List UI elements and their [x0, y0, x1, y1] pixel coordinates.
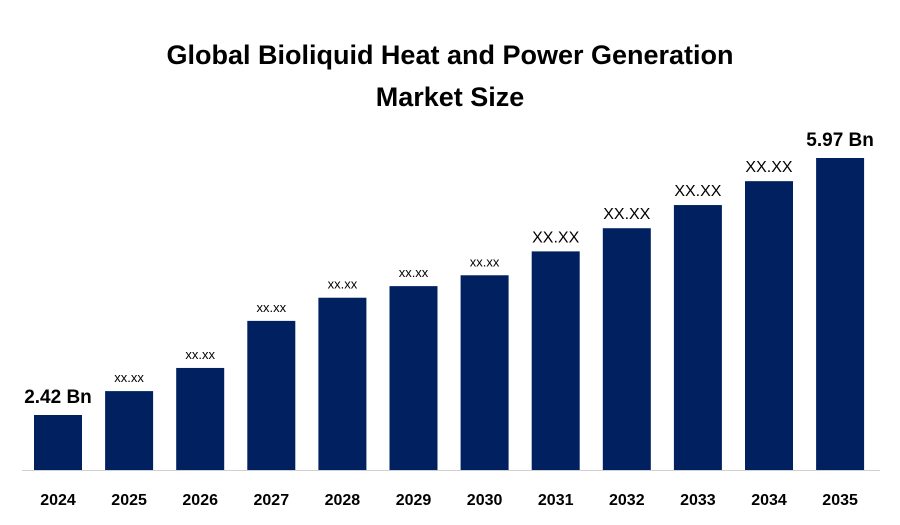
data-label-2031: XX.XX	[532, 229, 579, 246]
chart-title-line-2: Market Size	[375, 82, 525, 112]
bar-2027	[247, 320, 296, 470]
data-label-2028: xx.xx	[328, 277, 358, 292]
bar-2028	[318, 297, 367, 470]
data-label-2026: xx.xx	[185, 347, 215, 362]
data-label-2034: XX.XX	[745, 159, 792, 176]
data-label-2024: 2.42 Bn	[24, 387, 92, 408]
x-tick-label-2024: 2024	[40, 492, 76, 509]
chart-title: Global Bioliquid Heat and Power Generati…	[0, 34, 900, 118]
x-tick-label-2032: 2032	[609, 492, 645, 509]
x-tick-label-2025: 2025	[111, 492, 147, 509]
x-tick-label-2035: 2035	[822, 492, 858, 509]
bar-2029	[389, 286, 438, 470]
bar-2033	[673, 205, 722, 470]
data-label-2035: 5.97 Bn	[806, 130, 874, 151]
x-tick-label-2033: 2033	[680, 492, 716, 509]
x-tick-label-2034: 2034	[751, 492, 787, 509]
bar-2035	[816, 158, 865, 470]
data-label-2033: XX.XX	[674, 183, 721, 200]
x-tick-label-2027: 2027	[254, 492, 290, 509]
data-label-2032: XX.XX	[603, 206, 650, 223]
bar-2031	[531, 251, 580, 470]
bar-2025	[105, 391, 154, 470]
x-tick-label-2029: 2029	[396, 492, 432, 509]
bar-2024	[34, 415, 82, 470]
bar-2026	[176, 367, 225, 470]
chart-title-line-1: Global Bioliquid Heat and Power Generati…	[166, 40, 734, 70]
bar-2032	[602, 228, 651, 470]
x-tick-label-2031: 2031	[538, 492, 574, 509]
x-tick-label-2026: 2026	[182, 492, 218, 509]
x-tick-label-2028: 2028	[325, 492, 361, 509]
bar-2030	[460, 275, 509, 470]
data-label-2025: xx.xx	[114, 370, 144, 385]
data-label-2030: xx.xx	[470, 254, 500, 269]
data-label-2029: xx.xx	[399, 265, 429, 280]
bar-2034	[745, 181, 793, 470]
data-label-2027: xx.xx	[256, 300, 286, 315]
x-tick-label-2030: 2030	[467, 492, 503, 509]
